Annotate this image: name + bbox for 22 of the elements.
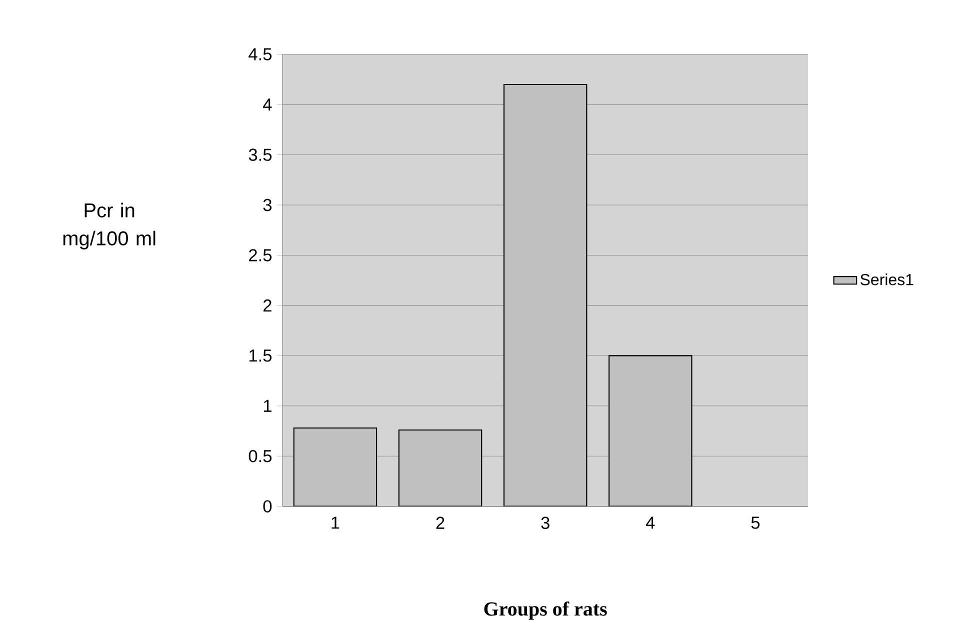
- x-tick-label: 4: [646, 516, 655, 529]
- y-tick-label: 3: [263, 198, 272, 212]
- bar: [503, 84, 588, 506]
- x-axis-title: Groups of rats: [484, 601, 607, 620]
- y-tick-label: 0: [263, 500, 272, 512]
- x-tick-label: 3: [541, 516, 550, 530]
- y-tick-label: 4.5: [248, 48, 272, 60]
- y-tick-label: 1: [264, 400, 272, 412]
- y-tick-label: 2.5: [249, 249, 272, 262]
- x-tick-label: 1: [332, 516, 340, 529]
- y-tick-label: 2: [264, 299, 272, 312]
- y-tick-label: 0.5: [248, 450, 272, 462]
- bar: [293, 427, 378, 506]
- legend-label: Series1: [860, 274, 914, 286]
- bar: [608, 355, 692, 506]
- y-axis-title: Pcr in mg/100 ml: [63, 202, 156, 250]
- y-tick-label: 1.5: [249, 350, 272, 362]
- x-tick-label: 2: [436, 516, 444, 529]
- y-tick-label: 4: [263, 98, 272, 111]
- y-tick-label: 3.5: [248, 148, 272, 161]
- x-tick-label: 5: [751, 516, 760, 529]
- bar: [398, 429, 482, 506]
